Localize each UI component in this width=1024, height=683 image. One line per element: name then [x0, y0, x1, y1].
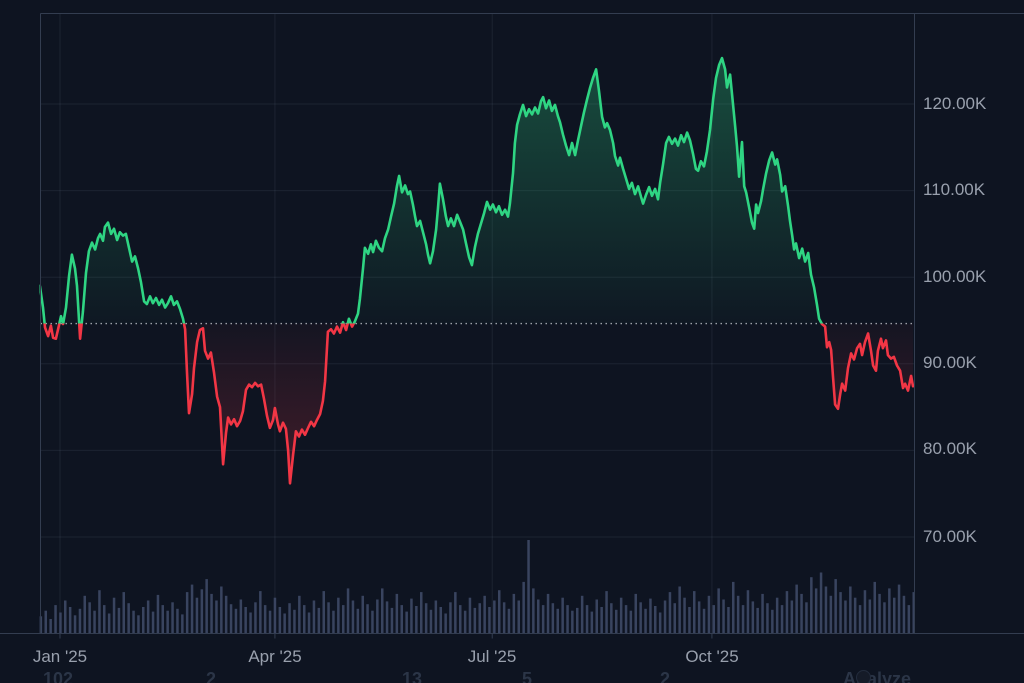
price-tick-label: 100.00K [923, 267, 987, 286]
price-tick-label: 120.00K [923, 94, 987, 113]
time-tick-label: Oct '25 [685, 647, 739, 666]
clipped-value: 2 [659, 669, 671, 683]
price-tick-label: 70.00K [923, 527, 977, 546]
time-tick-label: Apr '25 [248, 647, 302, 666]
price-tick-label: 90.00K [923, 353, 977, 372]
clipped-value: 13 [401, 669, 423, 683]
time-tick-label: Jul '25 [467, 647, 517, 666]
price-tick-label: 80.00K [923, 439, 977, 458]
clipped-value: 2 [205, 669, 217, 683]
analyze-badge-icon [856, 670, 871, 683]
clipped-value: 5 [521, 669, 533, 683]
price-tick-label: 110.00K [923, 180, 986, 199]
analyze-button-label: Analyze [843, 669, 912, 683]
time-tick-label: Jan '25 [32, 647, 88, 666]
clipped-value: 102 [42, 669, 74, 683]
analyze-button[interactable]: Analyze [843, 668, 911, 683]
